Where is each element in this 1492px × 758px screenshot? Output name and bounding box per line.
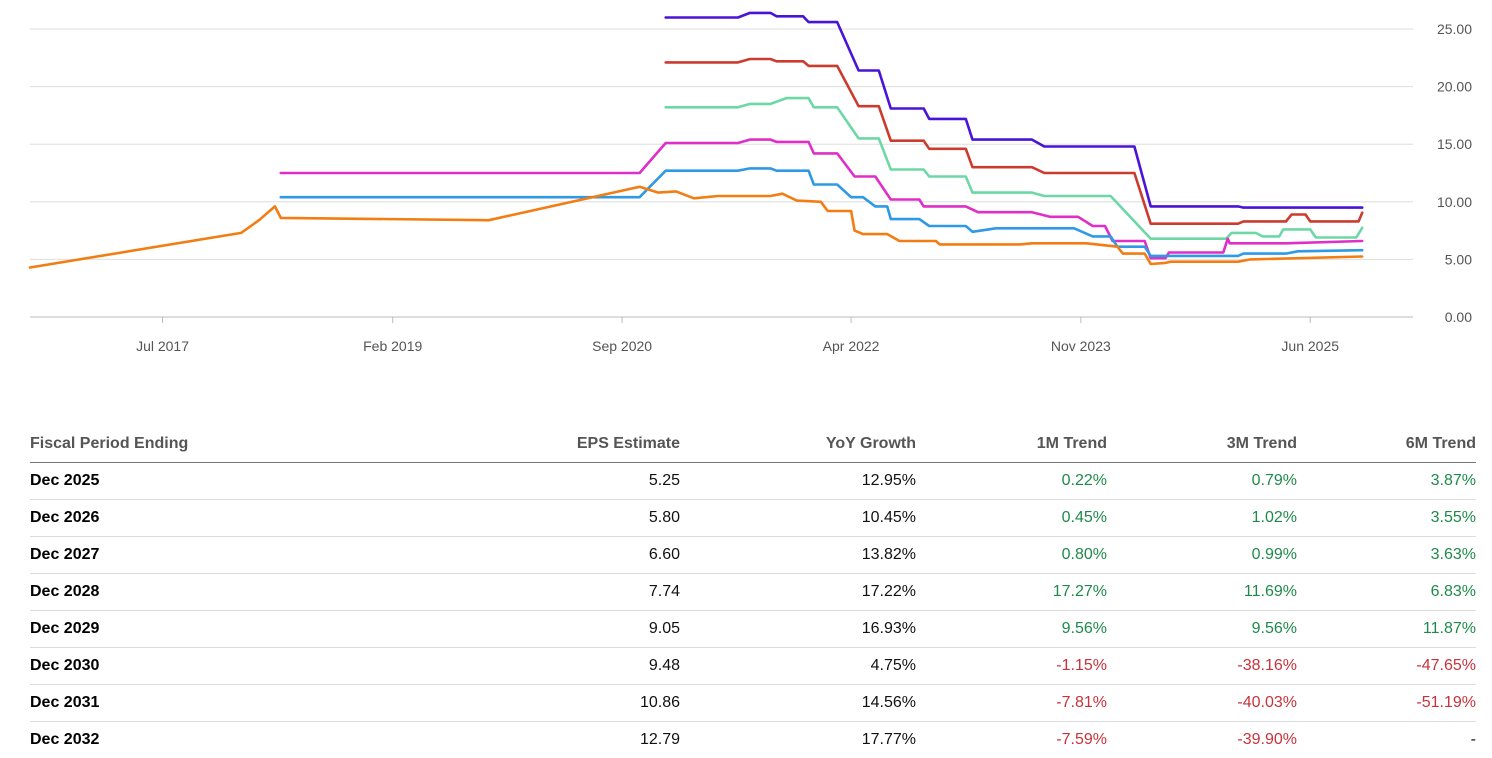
cell-trend-1m: 0.45%	[916, 500, 1107, 537]
y-tick-label: 0.00	[1445, 309, 1472, 325]
cell-trend-1m: -7.59%	[916, 722, 1107, 758]
cell-trend-6m: 3.63%	[1297, 537, 1476, 574]
cell-trend-3m: 1.02%	[1107, 500, 1297, 537]
cell-yoy-growth: 17.22%	[680, 574, 916, 611]
y-axis: 0.00 5.00 10.00 15.00 20.00 25.00	[1437, 21, 1472, 325]
cell-trend-1m: 9.56%	[916, 611, 1107, 648]
cell-trend-6m: 3.87%	[1297, 463, 1476, 500]
cell-eps-estimate: 9.05	[400, 611, 680, 648]
header-eps-estimate: EPS Estimate	[400, 426, 680, 463]
cell-period: Dec 2030	[30, 648, 400, 685]
x-tick-label: Apr 2022	[823, 338, 880, 354]
header-6m-trend: 6M Trend	[1297, 426, 1476, 463]
cell-trend-3m: 11.69%	[1107, 574, 1297, 611]
cell-yoy-growth: 4.75%	[680, 648, 916, 685]
cell-eps-estimate: 12.79	[400, 722, 680, 758]
y-tick-label: 5.00	[1445, 251, 1472, 267]
cell-trend-1m: -7.81%	[916, 685, 1107, 722]
cell-yoy-growth: 16.93%	[680, 611, 916, 648]
cell-yoy-growth: 10.45%	[680, 500, 916, 537]
x-axis: Jul 2017 Feb 2019 Sep 2020 Apr 2022 Nov 2023…	[136, 317, 1339, 354]
cell-trend-1m: 17.27%	[916, 574, 1107, 611]
cell-trend-6m: 11.87%	[1297, 611, 1476, 648]
cell-period: Dec 2025	[30, 463, 400, 500]
cell-period: Dec 2029	[30, 611, 400, 648]
cell-trend-3m: 9.56%	[1107, 611, 1297, 648]
y-tick-label: 10.00	[1437, 194, 1472, 210]
cell-trend-3m: -38.16%	[1107, 648, 1297, 685]
x-tick-label: Jul 2017	[136, 338, 189, 354]
series-line-5	[281, 168, 1362, 256]
series-line-2	[666, 59, 1362, 224]
y-tick-label: 25.00	[1437, 21, 1472, 37]
cell-eps-estimate: 5.80	[400, 500, 680, 537]
cell-yoy-growth: 17.77%	[680, 722, 916, 758]
y-tick-label: 20.00	[1437, 79, 1472, 95]
cell-period: Dec 2028	[30, 574, 400, 611]
cell-trend-1m: 0.22%	[916, 463, 1107, 500]
cell-eps-estimate: 5.25	[400, 463, 680, 500]
x-tick-label: Feb 2019	[363, 338, 422, 354]
header-yoy-growth: YoY Growth	[680, 426, 916, 463]
cell-yoy-growth: 14.56%	[680, 685, 916, 722]
cell-eps-estimate: 10.86	[400, 685, 680, 722]
eps-estimate-chart: 0.00 5.00 10.00 15.00 20.00 25.00 Jul 2017 Feb…	[0, 0, 1492, 400]
cell-trend-6m: 3.55%	[1297, 500, 1476, 537]
eps-estimates-table: Fiscal Period Ending EPS Estimate YoY Gr…	[30, 426, 1476, 758]
cell-trend-6m: -	[1297, 722, 1476, 758]
cell-eps-estimate: 7.74	[400, 574, 680, 611]
cell-yoy-growth: 13.82%	[680, 537, 916, 574]
x-tick-label: Jun 2025	[1281, 338, 1339, 354]
header-fiscal-period: Fiscal Period Ending	[30, 426, 400, 463]
cell-trend-3m: 0.99%	[1107, 537, 1297, 574]
cell-trend-1m: -1.15%	[916, 648, 1107, 685]
chart-series	[30, 13, 1362, 268]
cell-trend-6m: 6.83%	[1297, 574, 1476, 611]
x-tick-label: Nov 2023	[1051, 338, 1111, 354]
cell-trend-3m: -40.03%	[1107, 685, 1297, 722]
cell-period: Dec 2027	[30, 537, 400, 574]
table-header-row: Fiscal Period Ending EPS Estimate YoY Gr…	[30, 426, 1476, 463]
header-3m-trend: 3M Trend	[1107, 426, 1297, 463]
cell-period: Dec 2026	[30, 500, 400, 537]
chart-grid	[30, 29, 1413, 317]
series-line-1	[666, 13, 1362, 208]
cell-trend-6m: -47.65%	[1297, 648, 1476, 685]
series-line-4	[281, 140, 1362, 259]
cell-trend-6m: -51.19%	[1297, 685, 1476, 722]
y-tick-label: 15.00	[1437, 136, 1472, 152]
cell-trend-1m: 0.80%	[916, 537, 1107, 574]
x-tick-label: Sep 2020	[592, 338, 652, 354]
cell-period: Dec 2032	[30, 722, 400, 758]
cell-yoy-growth: 12.95%	[680, 463, 916, 500]
header-1m-trend: 1M Trend	[916, 426, 1107, 463]
cell-trend-3m: -39.90%	[1107, 722, 1297, 758]
cell-period: Dec 2031	[30, 685, 400, 722]
cell-trend-3m: 0.79%	[1107, 463, 1297, 500]
cell-eps-estimate: 9.48	[400, 648, 680, 685]
cell-eps-estimate: 6.60	[400, 537, 680, 574]
